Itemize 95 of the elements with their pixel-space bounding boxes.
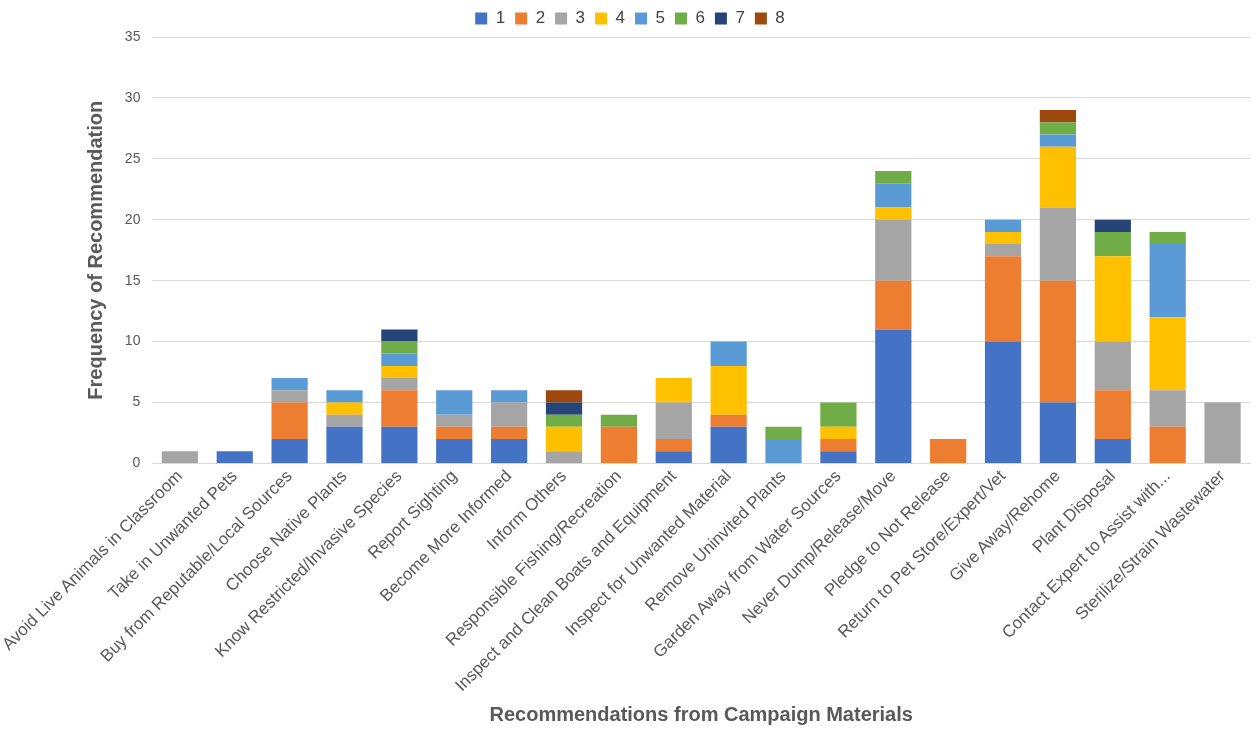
bar [1094,439,1131,463]
y-tick-label: 25 [124,149,141,166]
bar [1094,390,1131,440]
bar [326,402,363,415]
bar [765,439,802,463]
bar [381,353,418,366]
bar [984,256,1022,342]
bar [1149,390,1186,427]
bar [436,390,473,415]
bar [381,378,418,391]
bar [655,451,692,463]
bar [491,439,528,463]
bar [436,414,473,427]
bar [545,402,583,415]
bar [875,207,912,220]
bar [1039,134,1077,147]
bar [326,426,363,463]
bar [491,390,528,403]
bar [1149,317,1186,391]
bar [1094,219,1131,232]
bar [600,426,637,463]
bar [1149,426,1186,463]
bar [1039,207,1077,281]
bar [545,390,583,403]
bar [1204,402,1241,463]
bar [1149,244,1186,318]
legend-label: 7 [735,8,745,28]
legend-label: 3 [575,8,586,28]
bar [1094,256,1131,342]
bar [820,451,857,463]
bar [491,402,528,427]
bar [930,439,967,463]
bar [765,426,802,440]
bar [545,451,583,463]
bar [875,219,912,281]
y-tick-label: 5 [132,393,141,410]
bar [381,426,418,463]
y-tick-label: 0 [132,454,141,471]
y-tick-label: 30 [124,88,141,105]
legend-label: 6 [695,8,705,28]
bar [326,414,363,427]
bar [710,341,747,366]
bar [381,341,418,354]
bar [710,426,747,463]
legend-label: 1 [495,8,506,28]
bar [381,365,418,379]
bar [820,426,857,440]
bar [436,439,473,463]
bar [875,183,912,208]
bar [1039,280,1077,403]
bar [600,414,637,427]
bar [655,378,692,403]
bar [1094,341,1131,391]
y-tick-label: 10 [124,332,141,349]
bar [271,390,308,403]
legend-label: 5 [655,8,665,28]
y-axis-title: Frequency of Recommendation [84,100,107,400]
bar [820,439,857,452]
bar [1039,110,1077,123]
bar [381,390,418,427]
bar [326,390,363,403]
bar [381,329,418,342]
legend-label: 2 [535,8,546,28]
bar [655,402,692,440]
bar [216,451,253,463]
bar [710,365,747,415]
bar [1094,231,1131,257]
bar [984,219,1022,232]
bar [1039,146,1077,208]
x-axis-title: Recommendations from Campaign Materials [489,702,913,725]
bar [875,280,912,330]
bar [710,414,747,427]
legend-label: 4 [615,8,626,28]
bar [655,439,692,452]
bar [161,451,198,463]
bar [271,378,308,391]
bar [545,426,583,452]
bar [820,402,857,427]
bar [984,231,1022,245]
bar [436,426,473,440]
bar [984,341,1022,463]
bar [1039,402,1077,463]
bar [545,414,583,427]
bar [271,439,308,463]
y-tick-label: 35 [124,27,141,44]
bar [271,402,308,440]
bar [984,244,1022,257]
bar [875,171,912,184]
y-tick-label: 20 [124,210,141,227]
bar [1039,122,1077,135]
y-tick-label: 15 [124,271,141,288]
bar [875,329,912,463]
bar [1149,231,1186,245]
bar [491,426,528,440]
legend-label: 8 [775,8,785,28]
